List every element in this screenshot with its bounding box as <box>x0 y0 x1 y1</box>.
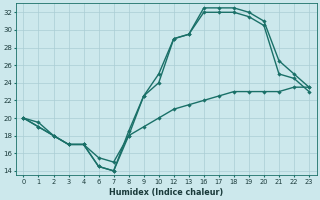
X-axis label: Humidex (Indice chaleur): Humidex (Indice chaleur) <box>109 188 223 197</box>
